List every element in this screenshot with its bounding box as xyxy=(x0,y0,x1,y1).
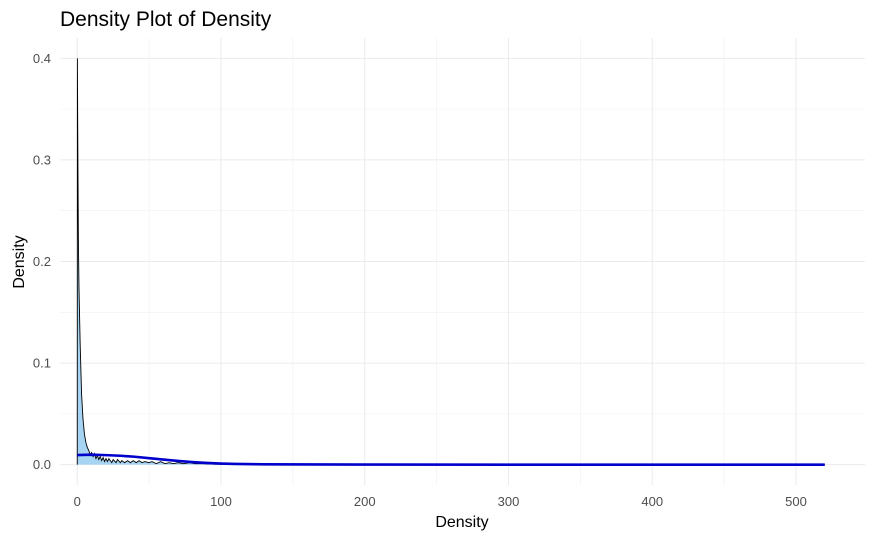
x-axis-title: Density xyxy=(435,514,488,531)
x-tick-label: 200 xyxy=(354,494,376,509)
y-axis-ticks: 0.0 0.1 0.2 0.3 0.4 xyxy=(33,51,51,472)
y-tick-label: 0.2 xyxy=(33,254,51,269)
x-tick-label: 400 xyxy=(641,494,663,509)
y-tick-label: 0.0 xyxy=(33,457,51,472)
x-tick-label: 500 xyxy=(785,494,807,509)
smooth-line xyxy=(77,453,825,466)
grid xyxy=(60,38,865,485)
smooth-line-layer xyxy=(77,453,825,466)
density-area-outline xyxy=(76,58,825,466)
y-tick-label: 0.4 xyxy=(33,51,51,66)
x-tick-label: 0 xyxy=(74,494,81,509)
chart-title: Density Plot of Density xyxy=(60,8,272,31)
y-axis-title: Density xyxy=(11,235,28,288)
x-axis-ticks: 0 100 200 300 400 500 xyxy=(74,494,807,509)
y-tick-label: 0.1 xyxy=(33,356,51,371)
x-tick-label: 100 xyxy=(210,494,232,509)
x-tick-label: 300 xyxy=(498,494,520,509)
y-tick-label: 0.3 xyxy=(33,152,51,167)
density-area-layer xyxy=(76,58,825,466)
